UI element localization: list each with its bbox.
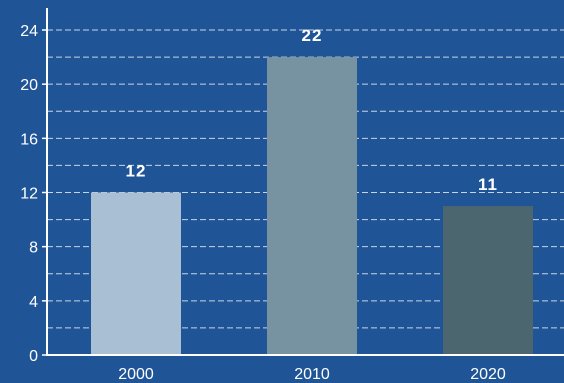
y-tick-label: 12 (20, 186, 38, 203)
data-label-2020: 11 (478, 175, 498, 194)
bars (91, 57, 533, 355)
y-tick-label: 16 (20, 131, 38, 148)
y-axis-ticks: 0 4 8 12 16 20 24 (20, 23, 47, 365)
bar-2010 (267, 57, 357, 355)
y-tick-label: 20 (20, 77, 38, 94)
y-tick-label: 24 (20, 23, 38, 40)
x-tick-label: 2020 (470, 366, 506, 383)
x-axis-ticks: 2000 2010 2020 (118, 366, 506, 383)
x-tick-label: 2010 (294, 366, 330, 383)
y-tick-label: 8 (29, 240, 38, 257)
data-label-2010: 22 (302, 26, 323, 45)
x-tick-label: 2000 (118, 366, 154, 383)
y-tick-label: 4 (29, 294, 38, 311)
data-label-2000: 12 (126, 162, 147, 181)
bar-2020 (443, 206, 533, 355)
y-tick-label: 0 (29, 348, 38, 365)
data-labels: 12 22 11 (126, 26, 498, 194)
bar-2000 (91, 192, 181, 355)
